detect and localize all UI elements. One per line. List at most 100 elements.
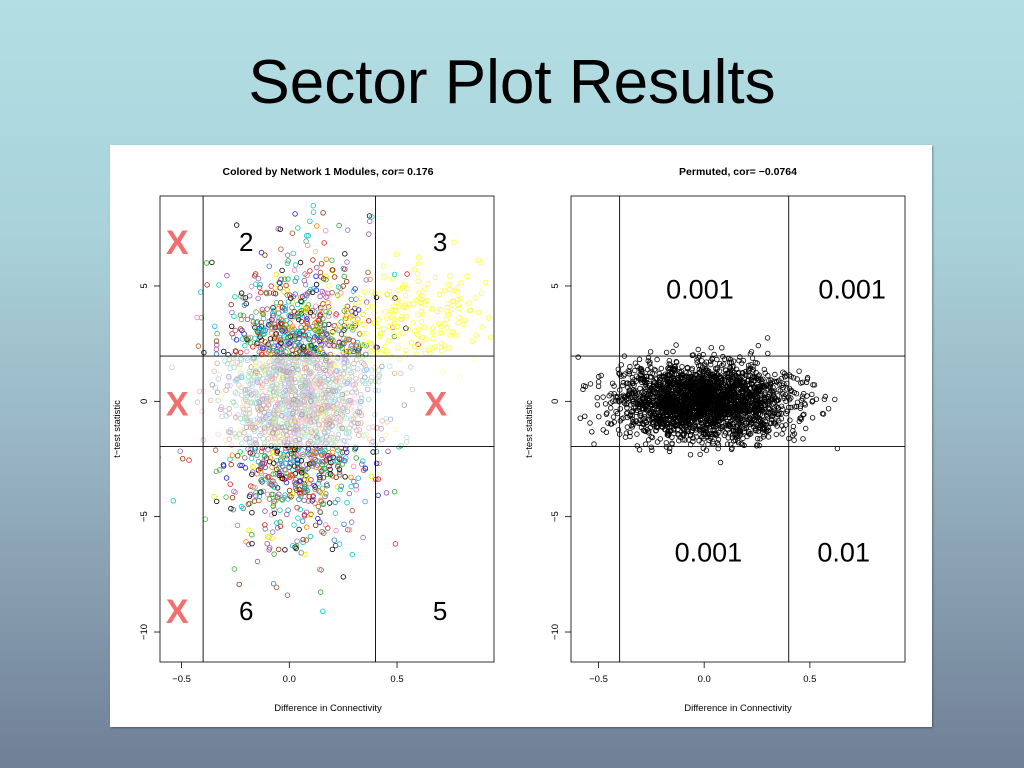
data-point — [684, 365, 691, 371]
data-point — [297, 259, 304, 266]
data-point — [415, 260, 421, 267]
data-point — [359, 331, 366, 337]
data-point — [770, 409, 776, 415]
data-point — [242, 455, 248, 461]
data-point — [320, 275, 327, 282]
data-point — [798, 380, 804, 386]
data-point — [263, 289, 269, 296]
data-point — [661, 374, 667, 380]
data-point — [252, 484, 258, 490]
data-point — [395, 345, 401, 351]
data-point — [408, 339, 415, 346]
data-point — [649, 434, 656, 441]
data-point — [385, 338, 392, 344]
data-point — [744, 401, 751, 408]
data-point — [258, 476, 265, 483]
data-point — [310, 493, 316, 499]
data-point — [478, 260, 484, 266]
data-point — [726, 421, 733, 427]
data-point — [320, 210, 326, 216]
data-point — [392, 541, 399, 547]
data-point — [292, 291, 298, 297]
data-point — [300, 451, 306, 457]
data-point — [356, 331, 363, 337]
data-point — [333, 527, 339, 534]
data-point — [690, 389, 696, 395]
data-point — [608, 391, 614, 397]
data-point — [309, 345, 316, 352]
data-point — [232, 348, 239, 354]
data-point — [653, 375, 659, 381]
data-point — [455, 302, 461, 308]
data-point — [302, 332, 308, 338]
data-point — [668, 391, 674, 397]
data-point — [334, 484, 341, 490]
data-point — [700, 407, 706, 413]
data-point — [302, 551, 308, 558]
data-point — [790, 428, 796, 434]
data-point — [213, 498, 220, 505]
data-point — [241, 302, 248, 308]
data-point — [311, 482, 317, 489]
data-point — [283, 322, 289, 328]
data-point — [246, 527, 252, 533]
chart-left-x-axis-label: Difference in Connectivity — [274, 703, 382, 714]
data-point — [778, 416, 785, 422]
data-point — [577, 415, 583, 421]
data-point — [677, 423, 683, 430]
data-point — [284, 252, 291, 258]
data-point — [346, 527, 353, 533]
data-point — [177, 448, 183, 454]
data-point — [357, 295, 363, 301]
data-point — [430, 306, 436, 312]
data-point — [310, 496, 317, 503]
data-point — [314, 223, 320, 229]
data-point — [262, 252, 268, 258]
data-point — [271, 551, 277, 557]
data-point — [309, 498, 315, 504]
data-point — [277, 343, 284, 349]
data-point — [274, 485, 281, 491]
data-point — [332, 499, 338, 506]
data-point — [711, 419, 718, 426]
data-point — [335, 463, 341, 470]
data-point — [259, 306, 265, 313]
data-point — [373, 294, 380, 301]
data-point — [438, 323, 444, 330]
data-point — [367, 218, 373, 225]
data-point — [391, 489, 398, 495]
data-point — [779, 423, 785, 429]
data-point — [312, 449, 318, 455]
data-point — [328, 460, 334, 466]
data-point — [685, 375, 691, 381]
data-point — [243, 335, 249, 342]
data-point — [708, 395, 714, 402]
data-point — [447, 273, 453, 279]
figure-canvas: Colored by Network 1 Modules, cor= 0.176… — [112, 166, 906, 714]
data-point — [253, 281, 259, 287]
data-point — [315, 515, 321, 522]
data-point — [170, 498, 176, 504]
data-point — [611, 391, 617, 397]
data-point — [279, 267, 285, 274]
data-point — [353, 487, 359, 493]
data-point — [220, 463, 227, 469]
data-point — [278, 346, 284, 352]
y-tick-label: 0 — [139, 399, 150, 404]
data-point — [317, 489, 323, 495]
data-point — [423, 336, 429, 342]
data-point — [216, 282, 222, 288]
excluded-sector-x-mark: X — [166, 386, 189, 424]
data-point — [447, 287, 453, 293]
data-point — [291, 326, 297, 333]
data-point — [445, 311, 452, 318]
data-point — [234, 522, 241, 529]
data-point — [343, 278, 350, 285]
data-point — [667, 408, 674, 414]
data-point — [304, 449, 311, 455]
data-point — [696, 438, 702, 444]
data-point — [425, 281, 431, 287]
data-point — [754, 375, 761, 381]
data-point — [637, 385, 643, 392]
data-point — [292, 211, 298, 217]
